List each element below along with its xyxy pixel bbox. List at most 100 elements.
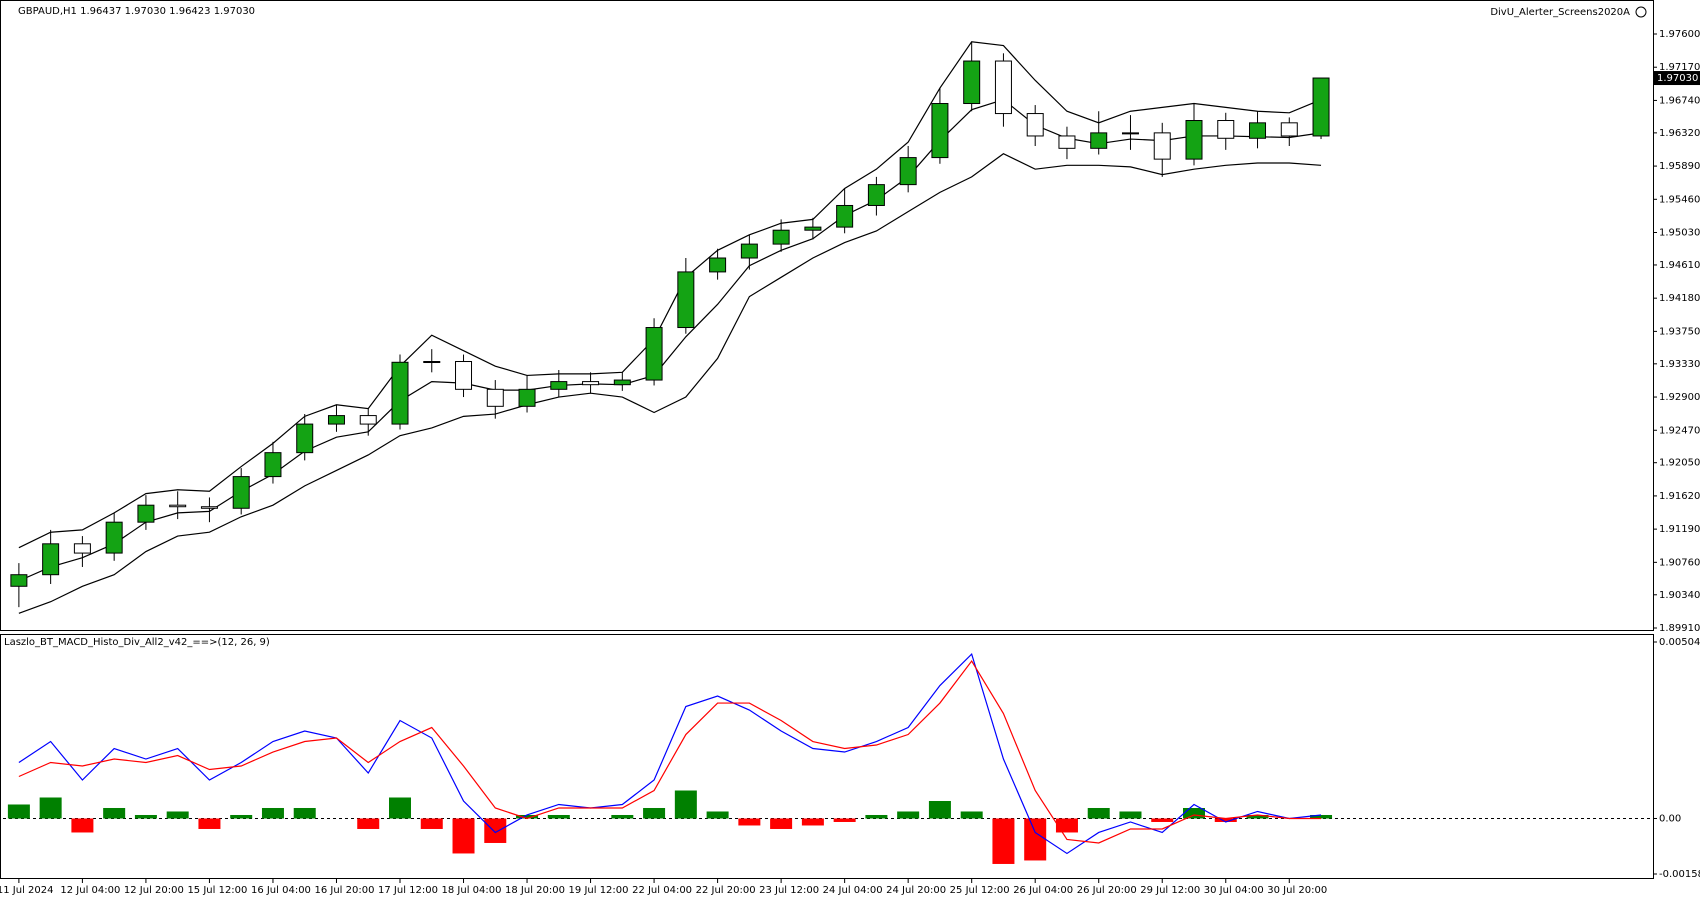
- candle-body: [359, 415, 377, 425]
- candle-body: [42, 543, 60, 576]
- histogram-bar: [389, 797, 411, 819]
- y-tick-label: 1.90340: [1659, 590, 1700, 601]
- histogram-bar: [420, 818, 443, 829]
- candle-body: [1121, 132, 1139, 135]
- bollinger-upper: [18, 41, 1322, 549]
- histogram-bar: [1087, 807, 1110, 819]
- y-tick-label: 1.95890: [1659, 161, 1700, 172]
- candle-body: [582, 381, 600, 386]
- x-tick-label: 15 Jul 12:00: [187, 885, 247, 896]
- x-tick-label: 17 Jul 12:00: [378, 885, 438, 896]
- x-tick-label: 12 Jul 20:00: [124, 885, 184, 896]
- candle-body: [423, 361, 441, 364]
- histogram-bar: [1055, 818, 1078, 833]
- candle-body: [1280, 122, 1298, 137]
- y-tick-label: 1.93750: [1659, 326, 1700, 337]
- candle-body: [1058, 135, 1076, 149]
- candle-body: [613, 379, 631, 386]
- x-tick-label: 12 Jul 04:00: [60, 885, 120, 896]
- y-tick-label: 1.90760: [1659, 557, 1700, 568]
- x-tick-label: 18 Jul 04:00: [442, 885, 502, 896]
- candle-body: [169, 504, 187, 508]
- histogram-bar: [1310, 814, 1333, 819]
- candle-body: [232, 476, 250, 509]
- histogram-bar: [1246, 814, 1269, 819]
- chart-title: GBPAUD,H1 1.96437 1.97030 1.96423 1.9703…: [18, 6, 255, 17]
- x-tick-label: 30 Jul 20:00: [1267, 885, 1327, 896]
- candle-body: [836, 204, 854, 228]
- candle-body: [1153, 132, 1171, 160]
- y-tick-label: 1.91190: [1659, 524, 1700, 535]
- candle-body: [994, 60, 1012, 115]
- histogram-bar: [198, 818, 221, 829]
- histogram-bar: [293, 807, 316, 819]
- histogram-bar: [357, 818, 380, 829]
- candle-body: [963, 60, 981, 105]
- candle-body: [105, 521, 123, 554]
- x-tick-label: 16 Jul 04:00: [251, 885, 311, 896]
- x-tick-label: 19 Jul 12:00: [569, 885, 629, 896]
- candle-body: [1249, 122, 1267, 139]
- candle-body: [200, 506, 218, 509]
- x-tick-label: 22 Jul 04:00: [632, 885, 692, 896]
- histogram-bar: [103, 807, 126, 819]
- candle-body: [391, 361, 409, 425]
- macd-panel-frame: [0, 634, 1654, 879]
- macd-title: Laszlo_BT_MACD_Histo_Div_All2_v42_==>(12…: [4, 637, 270, 648]
- y-tick-label: 1.89910: [1659, 623, 1700, 634]
- y-tick-label: 1.91620: [1659, 491, 1700, 502]
- candle-body: [1312, 77, 1330, 137]
- y-tick-label: -0.001587: [1659, 869, 1700, 880]
- candle-body: [486, 388, 504, 407]
- candle-body: [804, 226, 822, 231]
- histogram-bar: [865, 814, 888, 819]
- histogram-bar: [1183, 807, 1205, 819]
- y-tick-label: 1.93330: [1659, 359, 1700, 370]
- histogram-bar: [643, 807, 666, 819]
- histogram-bar: [833, 818, 856, 822]
- y-tick-label: 1.96740: [1659, 95, 1700, 106]
- x-tick-label: 26 Jul 04:00: [1013, 885, 1073, 896]
- histogram-bar: [960, 811, 983, 819]
- y-tick-label: 1.96320: [1659, 128, 1700, 139]
- histogram-bar: [7, 804, 30, 819]
- x-tick-label: 24 Jul 20:00: [886, 885, 946, 896]
- x-tick-label: 29 Jul 12:00: [1140, 885, 1200, 896]
- candle-body: [1026, 113, 1044, 137]
- histogram-bar: [39, 797, 62, 819]
- candle-body: [264, 452, 282, 478]
- signal-line: [18, 659, 1322, 844]
- y-tick-label: 1.97170: [1659, 62, 1700, 73]
- histogram-bar: [166, 811, 189, 819]
- candle-body: [899, 157, 917, 186]
- smiley-icon: [1635, 6, 1647, 18]
- histogram-bar: [1214, 818, 1237, 822]
- candle-body: [867, 184, 885, 206]
- y-tick-label: 1.92050: [1659, 458, 1700, 469]
- x-tick-label: 22 Jul 20:00: [696, 885, 756, 896]
- histogram-bar: [1024, 818, 1047, 861]
- y-tick-label: 1.92470: [1659, 425, 1700, 436]
- candle-body: [137, 504, 155, 523]
- y-tick-label: 1.97600: [1659, 29, 1700, 40]
- price-panel-frame: [0, 0, 1654, 631]
- indicator-name: DivU_Alerter_Screens2020A: [1490, 7, 1630, 18]
- candle-body: [772, 229, 790, 245]
- histogram-bar: [71, 818, 94, 833]
- candle-body: [677, 271, 695, 329]
- candle-body: [550, 381, 568, 390]
- candle-body: [296, 423, 314, 454]
- y-tick-label: 1.92900: [1659, 392, 1700, 403]
- y-tick-label: 0.00: [1659, 813, 1681, 824]
- candle-body: [73, 543, 91, 554]
- histogram-bar: [1151, 818, 1174, 822]
- y-tick-label: 1.94610: [1659, 260, 1700, 271]
- x-tick-label: 24 Jul 04:00: [823, 885, 883, 896]
- histogram-bar: [261, 807, 284, 819]
- histogram-bar: [134, 814, 157, 819]
- x-tick-label: 11 Jul 2024: [0, 885, 53, 896]
- histogram-bar: [230, 814, 253, 819]
- candle-body: [1090, 132, 1108, 149]
- y-tick-label: 1.95030: [1659, 228, 1700, 239]
- y-tick-label: 1.95460: [1659, 194, 1700, 205]
